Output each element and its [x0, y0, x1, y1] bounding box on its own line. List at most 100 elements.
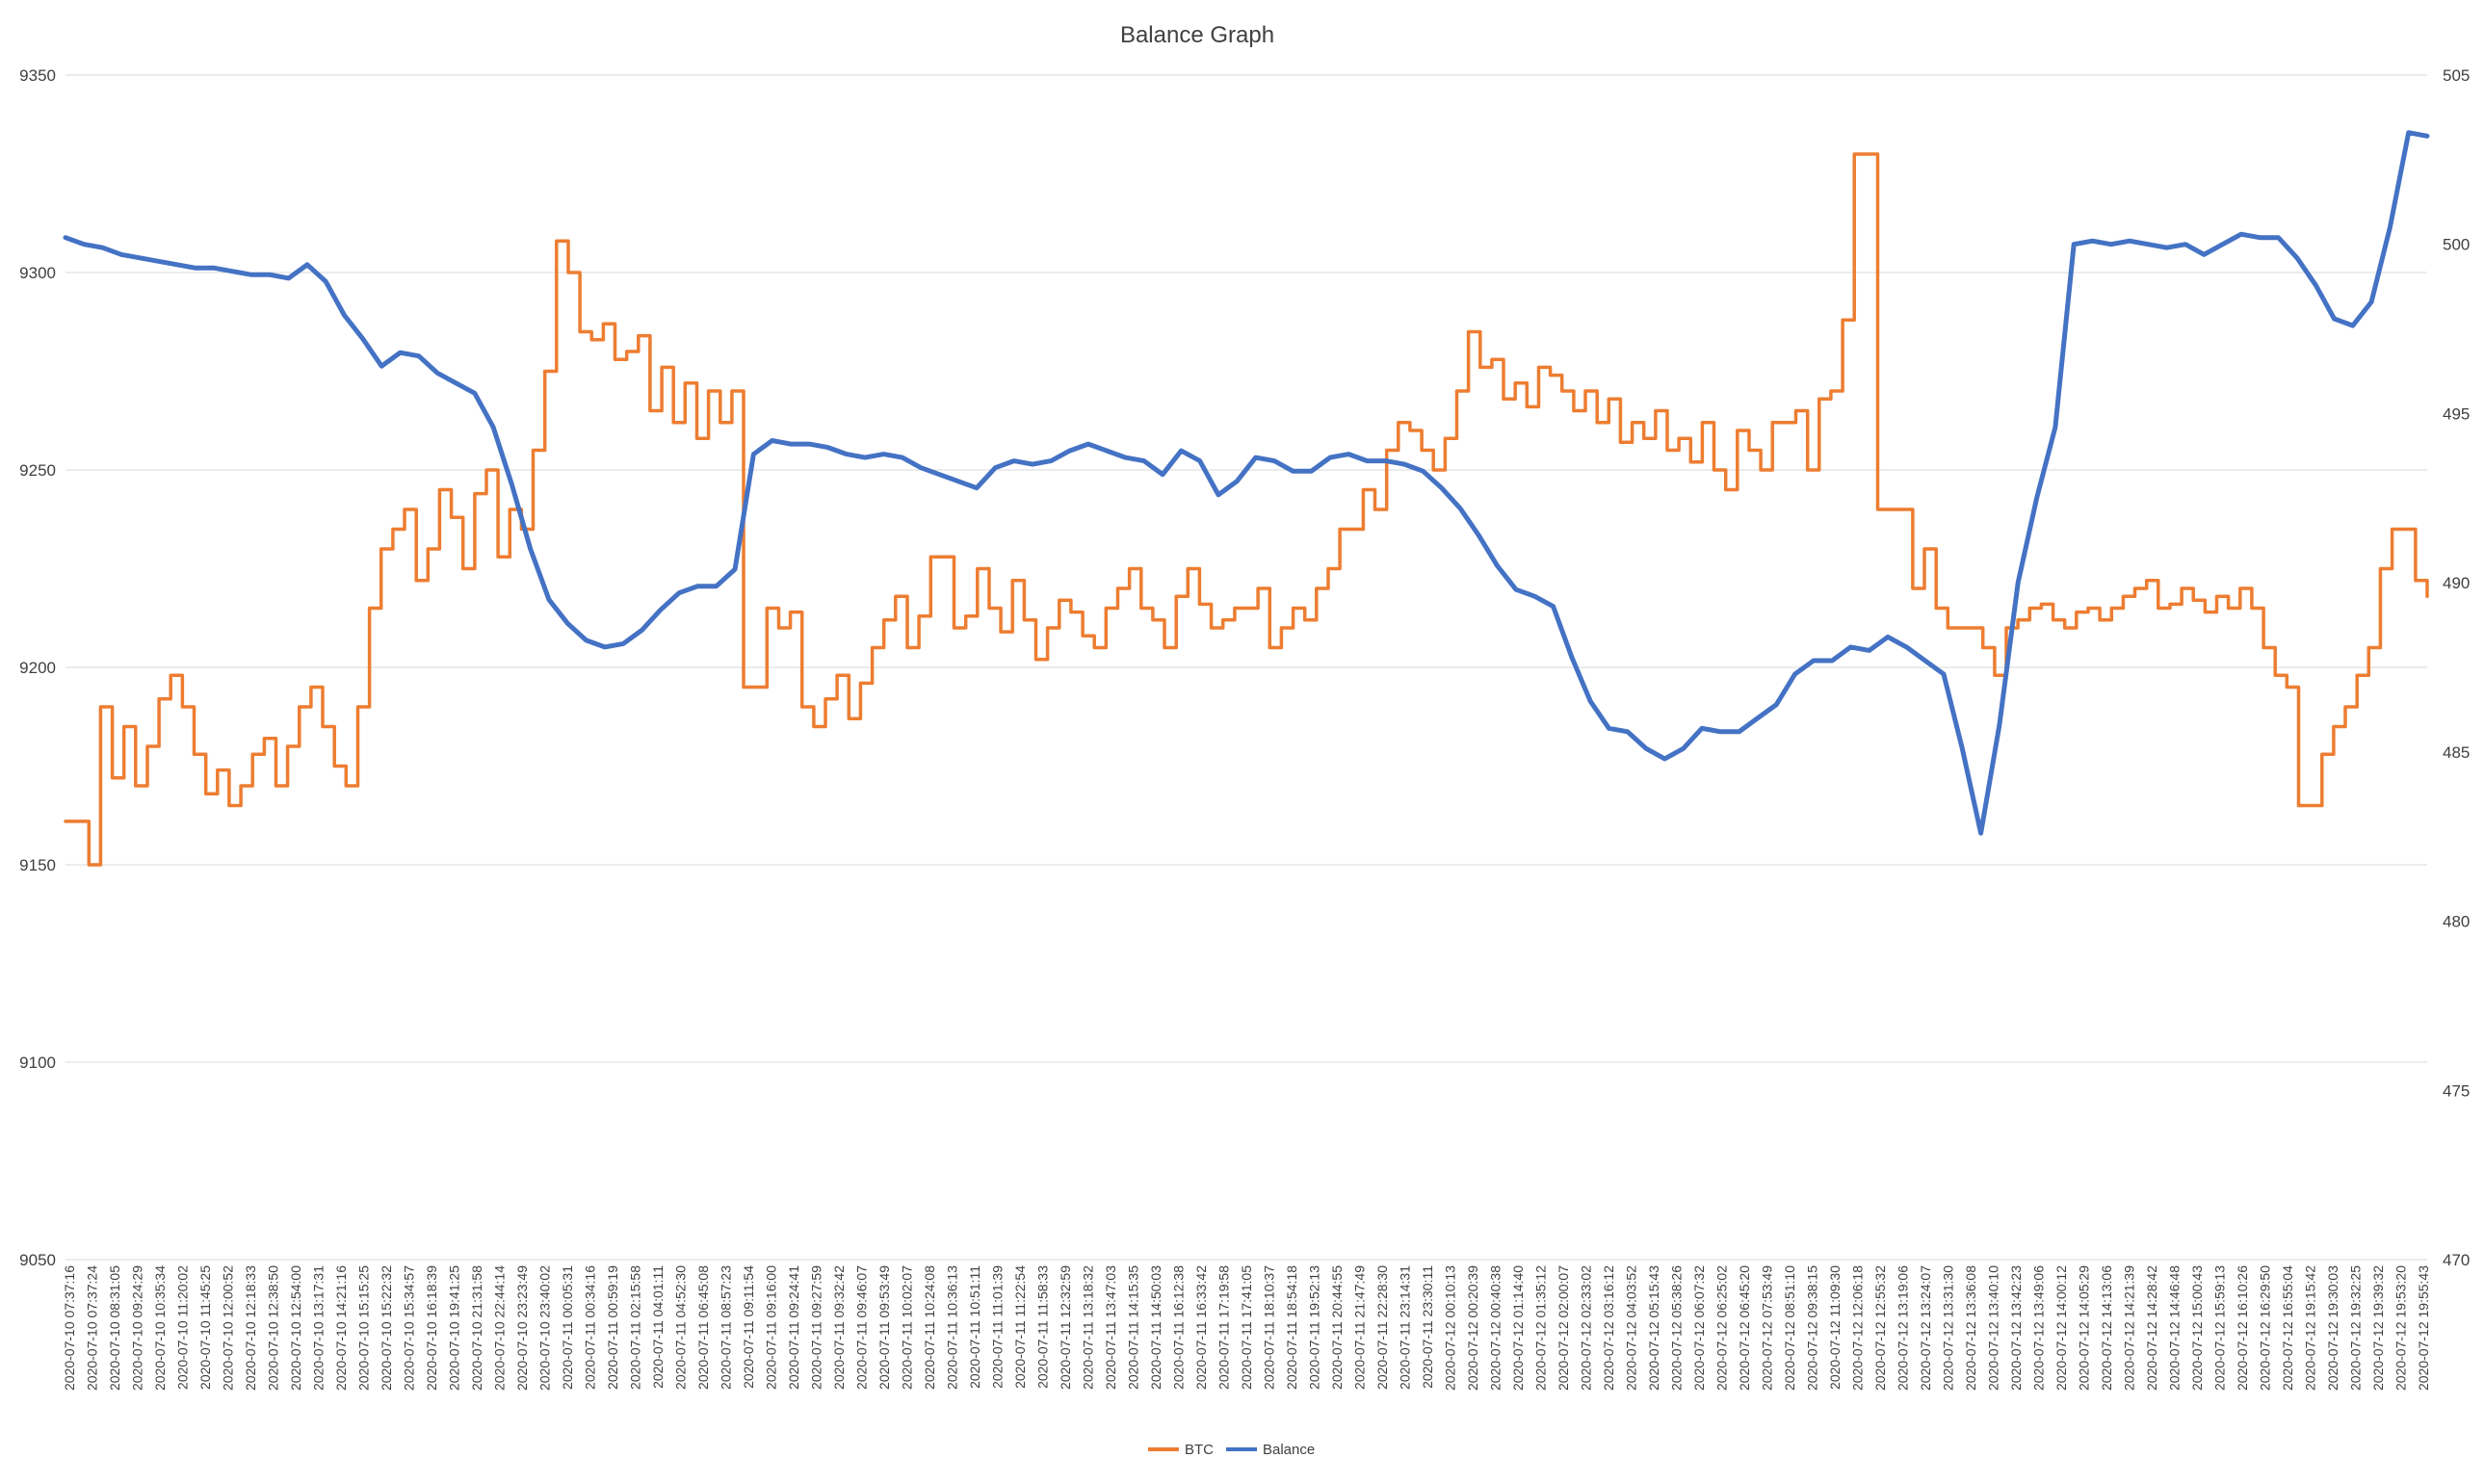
x-tick-label: 2020-07-11 10:51:11 — [967, 1265, 982, 1389]
x-tick-label: 2020-07-12 06:07:32 — [1691, 1265, 1707, 1391]
x-axis: 2020-07-10 07:37:16 2020-07-10 07:37:24 20… — [62, 1265, 2431, 1391]
x-tick-label: 2020-07-11 14:50:03 — [1148, 1265, 1164, 1390]
x-tick-label: 2020-07-12 14:05:29 — [2077, 1265, 2092, 1391]
x-tick-label: 2020-07-12 01:14:40 — [1510, 1265, 1526, 1391]
x-tick-label: 2020-07-12 08:51:10 — [1782, 1265, 1797, 1391]
x-tick-label: 2020-07-10 12:18:33 — [243, 1265, 258, 1391]
x-tick-label: 2020-07-10 19:41:25 — [447, 1265, 462, 1391]
x-tick-label: 2020-07-12 19:15:42 — [2303, 1265, 2318, 1391]
x-tick-label: 2020-07-11 00:59:19 — [605, 1265, 620, 1390]
x-tick-label: 2020-07-10 15:22:32 — [379, 1265, 394, 1391]
x-tick-label: 2020-07-11 09:24:41 — [786, 1265, 801, 1390]
y-right-tick-label: 495 — [2443, 404, 2470, 423]
x-tick-label: 2020-07-11 00:34:16 — [583, 1265, 598, 1390]
x-tick-label: 2020-07-12 19:53:20 — [2393, 1265, 2409, 1391]
x-tick-label: 2020-07-12 00:10:13 — [1443, 1265, 1458, 1391]
x-tick-label: 2020-07-12 15:00:43 — [2189, 1265, 2205, 1391]
x-tick-label: 2020-07-10 12:38:50 — [266, 1265, 281, 1391]
x-tick-label: 2020-07-10 11:45:25 — [197, 1265, 213, 1390]
x-tick-label: 2020-07-12 13:24:07 — [1918, 1265, 1933, 1391]
x-tick-label: 2020-07-12 16:29:50 — [2258, 1265, 2273, 1391]
x-tick-label: 2020-07-10 11:20:02 — [175, 1265, 191, 1390]
x-tick-label: 2020-07-12 07:53:49 — [1760, 1265, 1775, 1391]
x-tick-label: 2020-07-10 08:31:05 — [107, 1265, 122, 1391]
x-tick-label: 2020-07-11 13:47:03 — [1103, 1265, 1118, 1390]
y-right-tick-label: 505 — [2443, 66, 2470, 85]
y-right-tick-label: 470 — [2443, 1251, 2470, 1269]
x-tick-label: 2020-07-12 13:42:23 — [2008, 1265, 2024, 1391]
x-tick-label: 2020-07-12 09:38:15 — [1805, 1265, 1820, 1391]
x-tick-label: 2020-07-10 10:35:34 — [152, 1265, 168, 1391]
x-tick-label: 2020-07-10 15:15:25 — [356, 1265, 372, 1391]
x-tick-label: 2020-07-11 11:01:39 — [990, 1265, 1006, 1389]
x-tick-label: 2020-07-12 12:06:18 — [1850, 1265, 1866, 1391]
x-tick-label: 2020-07-11 17:41:05 — [1239, 1265, 1254, 1390]
x-tick-label: 2020-07-12 19:55:43 — [2416, 1265, 2431, 1391]
x-tick-label: 2020-07-10 09:24:29 — [130, 1265, 145, 1391]
x-tick-label: 2020-07-11 04:52:30 — [673, 1265, 689, 1390]
x-tick-label: 2020-07-12 14:00:12 — [2053, 1265, 2069, 1391]
x-tick-label: 2020-07-12 00:20:39 — [1465, 1265, 1480, 1391]
x-tick-label: 2020-07-12 13:49:06 — [2031, 1265, 2047, 1391]
series-line-balance — [63, 130, 2430, 836]
x-tick-label: 2020-07-11 10:24:08 — [922, 1265, 937, 1390]
x-tick-label: 2020-07-11 00:05:31 — [560, 1265, 575, 1390]
series-group — [63, 130, 2430, 867]
x-tick-label: 2020-07-12 03:16:12 — [1601, 1265, 1616, 1391]
x-tick-label: 2020-07-11 09:32:42 — [831, 1265, 847, 1390]
x-tick-label: 2020-07-12 14:13:06 — [2099, 1265, 2114, 1391]
x-tick-label: 2020-07-11 09:53:49 — [876, 1265, 892, 1390]
x-tick-label: 2020-07-11 19:52:13 — [1307, 1265, 1322, 1390]
x-tick-label: 2020-07-11 23:14:31 — [1398, 1265, 1413, 1390]
x-tick-label: 2020-07-12 01:35:12 — [1533, 1265, 1549, 1391]
x-tick-label: 2020-07-11 11:58:33 — [1035, 1265, 1051, 1389]
y-left-tick-label: 9050 — [19, 1251, 56, 1269]
x-tick-label: 2020-07-11 09:11:54 — [741, 1265, 756, 1389]
x-tick-label: 2020-07-11 16:12:38 — [1171, 1265, 1187, 1390]
x-tick-label: 2020-07-10 13:17:31 — [311, 1265, 327, 1391]
x-tick-label: 2020-07-12 02:00:07 — [1556, 1265, 1571, 1391]
x-tick-label: 2020-07-12 16:55:04 — [2280, 1265, 2295, 1391]
x-tick-label: 2020-07-10 12:54:00 — [288, 1265, 303, 1391]
x-tick-label: 2020-07-11 10:02:07 — [900, 1265, 915, 1390]
chart-title: Balance Graph — [1120, 22, 1274, 48]
legend: BTC Balance — [1148, 1442, 1315, 1458]
x-tick-label: 2020-07-11 09:16:00 — [764, 1265, 779, 1390]
x-tick-label: 2020-07-12 15:59:13 — [2212, 1265, 2228, 1391]
series-line-btc — [64, 152, 2429, 867]
x-tick-label: 2020-07-12 19:39:32 — [2370, 1265, 2386, 1391]
x-tick-label: 2020-07-12 16:10:26 — [2235, 1265, 2250, 1391]
x-tick-label: 2020-07-12 13:40:10 — [1986, 1265, 2001, 1391]
x-tick-label: 2020-07-11 16:33:42 — [1193, 1265, 1209, 1390]
x-tick-label: 2020-07-10 07:37:16 — [62, 1265, 77, 1391]
x-tick-label: 2020-07-11 09:46:07 — [854, 1265, 870, 1390]
x-tick-label: 2020-07-12 13:36:08 — [1963, 1265, 1978, 1391]
x-tick-label: 2020-07-11 18:10:37 — [1262, 1265, 1277, 1390]
x-tick-label: 2020-07-12 06:25:02 — [1714, 1265, 1730, 1391]
y-right-tick-label: 490 — [2443, 574, 2470, 592]
x-tick-label: 2020-07-11 17:19:58 — [1216, 1265, 1232, 1390]
legend-label-balance: Balance — [1263, 1442, 1315, 1458]
x-tick-label: 2020-07-10 12:00:52 — [221, 1265, 236, 1391]
x-tick-label: 2020-07-11 06:45:08 — [695, 1265, 711, 1390]
x-tick-label: 2020-07-11 20:44:55 — [1329, 1265, 1345, 1390]
x-tick-label: 2020-07-11 09:27:59 — [809, 1265, 824, 1390]
x-tick-label: 2020-07-11 23:30:11 — [1420, 1265, 1435, 1389]
y-axis-left: 9050 9100 9150 9200 9250 9300 9350 — [19, 66, 56, 1269]
y-right-tick-label: 475 — [2443, 1081, 2470, 1100]
x-tick-label: 2020-07-12 06:45:20 — [1737, 1265, 1752, 1391]
x-tick-label: 2020-07-12 11:09:30 — [1827, 1265, 1843, 1390]
x-tick-label: 2020-07-10 22:44:14 — [492, 1265, 508, 1391]
x-tick-label: 2020-07-11 10:36:13 — [945, 1265, 960, 1390]
x-tick-label: 2020-07-12 13:19:06 — [1896, 1265, 1911, 1391]
y-left-tick-label: 9350 — [19, 66, 56, 85]
y-left-tick-label: 9250 — [19, 461, 56, 480]
x-tick-label: 2020-07-11 04:01:11 — [650, 1265, 666, 1389]
y-left-tick-label: 9300 — [19, 264, 56, 282]
y-left-tick-label: 9150 — [19, 856, 56, 874]
x-tick-label: 2020-07-11 22:28:30 — [1374, 1265, 1390, 1390]
x-tick-label: 2020-07-11 11:22:54 — [1012, 1265, 1028, 1389]
